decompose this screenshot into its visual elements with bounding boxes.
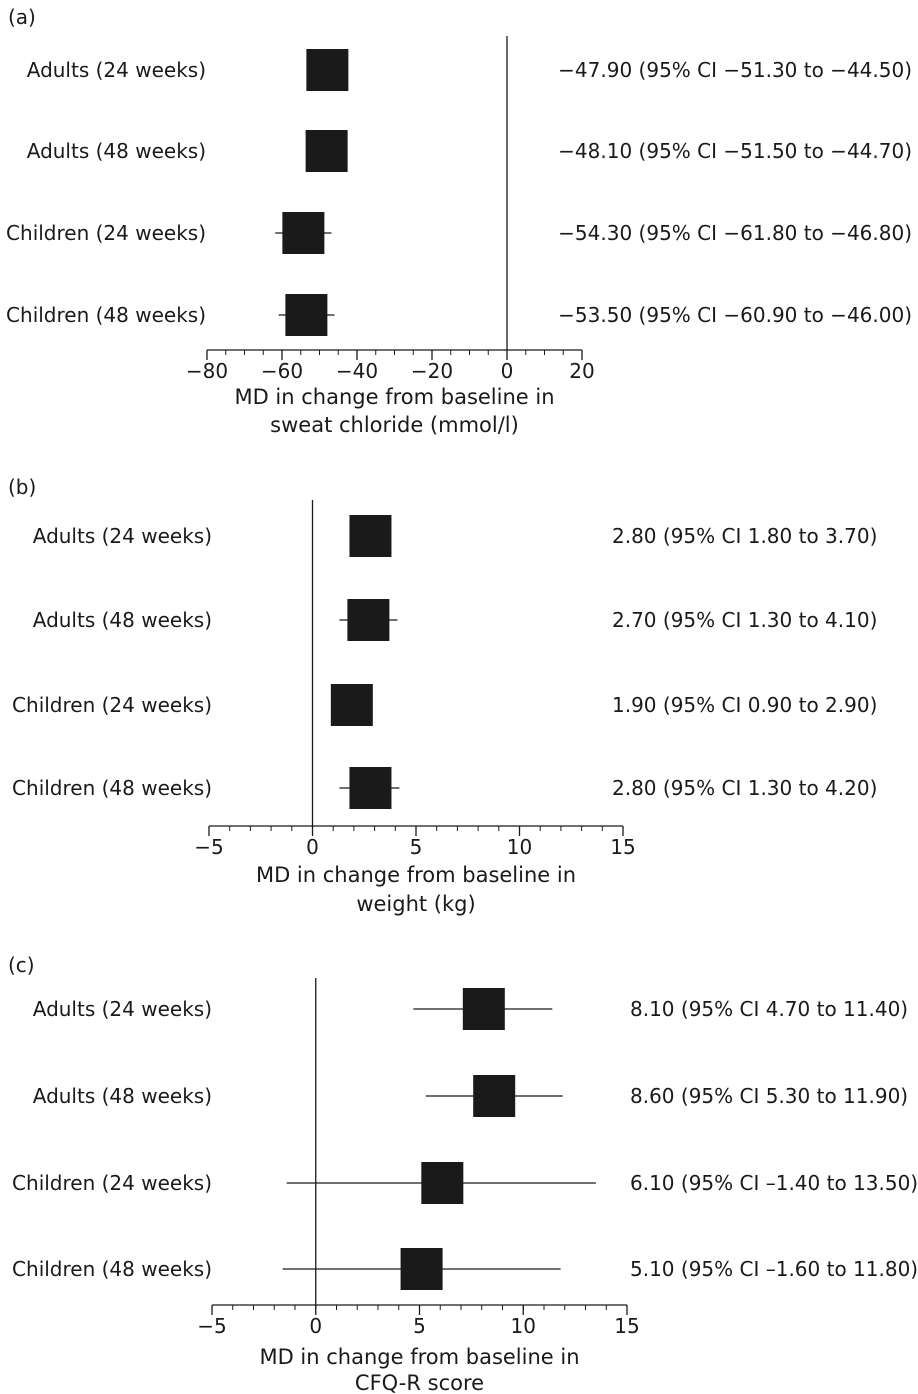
row-label: Adults (24 weeks): [33, 997, 212, 1021]
tick-label: 10: [511, 1314, 536, 1338]
point-estimate-marker: [306, 49, 349, 91]
tick-label: −80: [186, 359, 228, 383]
effect-summary-label: 5.10 (95% CI –1.60 to 11.80): [630, 1257, 918, 1281]
forest-panel-b: (b) −5 0 5 10 15 MD in change from baseline in…: [8, 475, 877, 916]
row-label: Children (48 weeks): [12, 1257, 212, 1281]
row-label: Children (48 weeks): [12, 776, 212, 800]
effect-summary-label: −53.50 (95% CI −60.90 to −46.00): [558, 303, 912, 327]
row-label: Adults (48 weeks): [27, 139, 206, 163]
point-estimate-marker: [330, 684, 373, 726]
tick-label: 5: [410, 835, 423, 859]
row-label: Adults (24 weeks): [27, 58, 206, 82]
tick-label: −5: [194, 835, 223, 859]
row-label: Children (24 weeks): [6, 221, 206, 245]
point-estimate-marker: [473, 1075, 516, 1117]
row-label: Children (48 weeks): [6, 303, 206, 327]
effect-summary-label: 2.80 (95% CI 1.80 to 3.70): [612, 524, 877, 548]
tick-label: 20: [569, 359, 594, 383]
x-axis-title-line: weight (kg): [356, 892, 475, 916]
effect-summary-label: 6.10 (95% CI –1.40 to 13.50): [630, 1171, 918, 1195]
row-label: Adults (48 weeks): [33, 1084, 212, 1108]
effect-summary-label: 2.70 (95% CI 1.30 to 4.10): [612, 608, 877, 632]
row-label: Children (24 weeks): [12, 1171, 212, 1195]
tick-label: 15: [610, 835, 635, 859]
point-estimate-marker: [349, 767, 392, 809]
effect-summary-label: −47.90 (95% CI −51.30 to −44.50): [558, 58, 912, 82]
tick-label: 15: [614, 1314, 639, 1338]
panel-label: (a): [8, 5, 36, 29]
point-estimate-marker: [282, 212, 325, 254]
row-label: Children (24 weeks): [12, 693, 212, 717]
row-label: Adults (48 weeks): [33, 608, 212, 632]
x-axis-title-line: MD in change from baseline in: [256, 863, 576, 887]
x-axis-title-line: CFQ-R score: [355, 1371, 484, 1394]
row-label: Adults (24 weeks): [33, 524, 212, 548]
panel-label: (b): [8, 475, 36, 499]
x-axis-title-line: MD in change from baseline in: [234, 385, 554, 409]
tick-label: −5: [197, 1314, 226, 1338]
point-estimate-marker: [462, 988, 505, 1030]
effect-summary-label: 2.80 (95% CI 1.30 to 4.20): [612, 776, 877, 800]
tick-label: 0: [501, 359, 514, 383]
tick-label: 5: [413, 1314, 426, 1338]
point-estimate-marker: [400, 1248, 443, 1290]
effect-summary-label: 1.90 (95% CI 0.90 to 2.90): [612, 693, 877, 717]
point-estimate-marker: [305, 130, 348, 172]
effect-summary-label: −48.10 (95% CI −51.50 to −44.70): [558, 139, 912, 163]
panel-label: (c): [8, 953, 35, 977]
x-axis-title-line: sweat chloride (mmol/l): [270, 413, 519, 437]
tick-label: −60: [261, 359, 303, 383]
tick-label: 0: [306, 835, 319, 859]
effect-summary-label: −54.30 (95% CI −61.80 to −46.80): [558, 221, 912, 245]
point-estimate-marker: [347, 599, 390, 641]
point-estimate-marker: [285, 294, 328, 336]
effect-summary-label: 8.10 (95% CI 4.70 to 11.40): [630, 997, 908, 1021]
point-estimate-marker: [421, 1162, 464, 1204]
tick-label: 10: [507, 835, 532, 859]
point-estimate-marker: [349, 515, 392, 557]
tick-label: 0: [309, 1314, 322, 1338]
forest-panel-c: (c) −5 0 5 10 15 MD in change from baseline in…: [8, 953, 918, 1394]
forest-panel-a: (a) −80 −60 −40 −20 0 20 MD in change from base…: [6, 5, 912, 437]
effect-summary-label: 8.60 (95% CI 5.30 to 11.90): [630, 1084, 908, 1108]
tick-label: −20: [411, 359, 453, 383]
tick-label: −40: [336, 359, 378, 383]
x-axis-title-line: MD in change from baseline in: [259, 1345, 579, 1369]
